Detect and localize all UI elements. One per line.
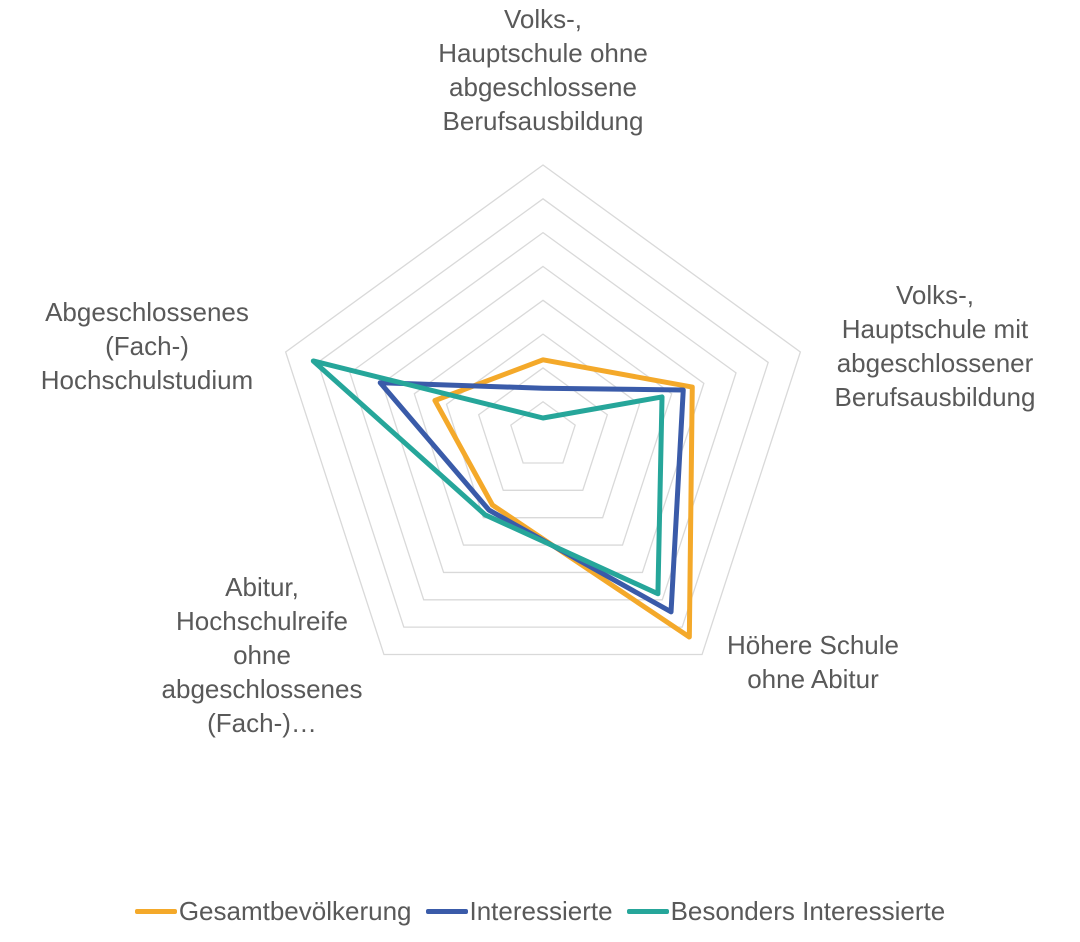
legend-swatch <box>425 909 468 914</box>
grid-ring <box>284 164 802 656</box>
category-label-line: Volks-, <box>503 4 583 34</box>
legend-label: Besonders Interessierte <box>670 896 946 926</box>
category-label-line: Abgeschlossenes <box>45 297 249 327</box>
category-label-line: abgeschlossenes <box>161 674 363 704</box>
category-label: Höhere Schule ohne Abitur <box>703 628 923 696</box>
category-label: Volks-, Hauptschule ohne abgeschlossene Ber… <box>393 2 693 138</box>
legend-item: Besonders Interessierte <box>626 896 946 927</box>
category-label-line: Berufsausbildung <box>442 106 644 136</box>
legend-label: Interessierte <box>469 896 613 926</box>
category-label-line: Hochschulreife <box>176 606 348 636</box>
category-label-line: (Fach-)… <box>207 708 317 738</box>
legend-item: Gesamtbevölkerung <box>134 896 412 927</box>
category-label-line: abgeschlossene <box>449 72 637 102</box>
grid-ring <box>381 265 705 574</box>
legend-item: Interessierte <box>425 896 613 927</box>
category-label: Volks-, Hauptschule mit abgeschlossener Ber… <box>805 278 1065 414</box>
category-label-line: Abitur, <box>225 572 299 602</box>
category-label: Abitur, Hochschulreife ohne abgeschlossenes… <box>142 570 382 740</box>
category-label-line: Berufsausbildung <box>834 382 1036 412</box>
category-label-line: abgeschlossener <box>836 348 1034 378</box>
category-label-line: (Fach-) <box>105 331 189 361</box>
legend-swatch <box>626 909 669 914</box>
category-label-line: ohne Abitur <box>747 664 879 694</box>
category-label-line: Hauptschule mit <box>841 314 1029 344</box>
category-label: Abgeschlossenes (Fach-) Hochschulstudium <box>17 295 277 397</box>
category-label-line: Höhere Schule <box>727 630 899 660</box>
category-label-line: Hochschulstudium <box>40 365 254 395</box>
legend: Gesamtbevölkerung Interessierte Besonders … <box>0 896 1080 927</box>
category-label-line: Volks-, <box>895 280 975 310</box>
category-label-line: Hauptschule ohne <box>438 38 648 68</box>
grid-ring <box>349 231 737 601</box>
category-label-line: ohne <box>233 640 291 670</box>
grid-ring <box>317 198 769 628</box>
legend-label: Gesamtbevölkerung <box>178 896 412 926</box>
series-line <box>310 358 665 597</box>
legend-swatch <box>134 909 177 914</box>
grid-ring <box>510 400 576 464</box>
